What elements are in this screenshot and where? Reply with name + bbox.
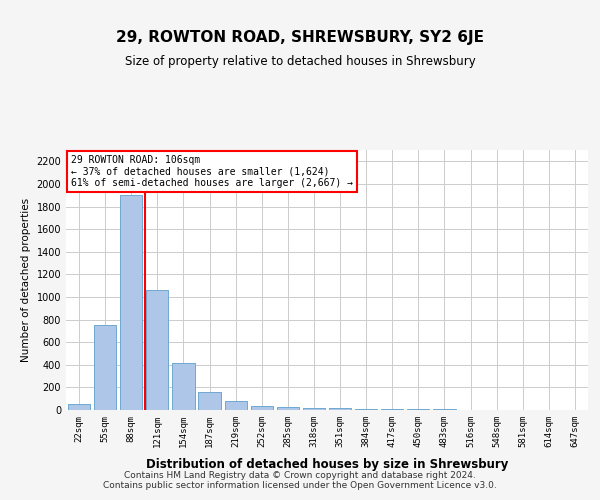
Text: Contains HM Land Registry data © Crown copyright and database right 2024.
Contai: Contains HM Land Registry data © Crown c…	[103, 470, 497, 490]
Bar	[146, 290, 169, 410]
Bar	[251, 406, 273, 410]
Text: 29 ROWTON ROAD: 106sqm
← 37% of detached houses are smaller (1,624)
61% of semi-: 29 ROWTON ROAD: 106sqm ← 37% of detached…	[71, 155, 353, 188]
Bar	[224, 401, 247, 410]
Bar	[68, 404, 90, 410]
Bar	[199, 392, 221, 410]
Text: Size of property relative to detached houses in Shrewsbury: Size of property relative to detached ho…	[125, 55, 475, 68]
Bar	[94, 325, 116, 410]
Y-axis label: Number of detached properties: Number of detached properties	[21, 198, 31, 362]
Bar	[120, 195, 142, 410]
X-axis label: Distribution of detached houses by size in Shrewsbury: Distribution of detached houses by size …	[146, 458, 508, 471]
Bar	[329, 408, 351, 410]
Text: 29, ROWTON ROAD, SHREWSBURY, SY2 6JE: 29, ROWTON ROAD, SHREWSBURY, SY2 6JE	[116, 30, 484, 45]
Bar	[303, 408, 325, 410]
Bar	[277, 406, 299, 410]
Bar	[172, 362, 194, 410]
Bar	[355, 409, 377, 410]
